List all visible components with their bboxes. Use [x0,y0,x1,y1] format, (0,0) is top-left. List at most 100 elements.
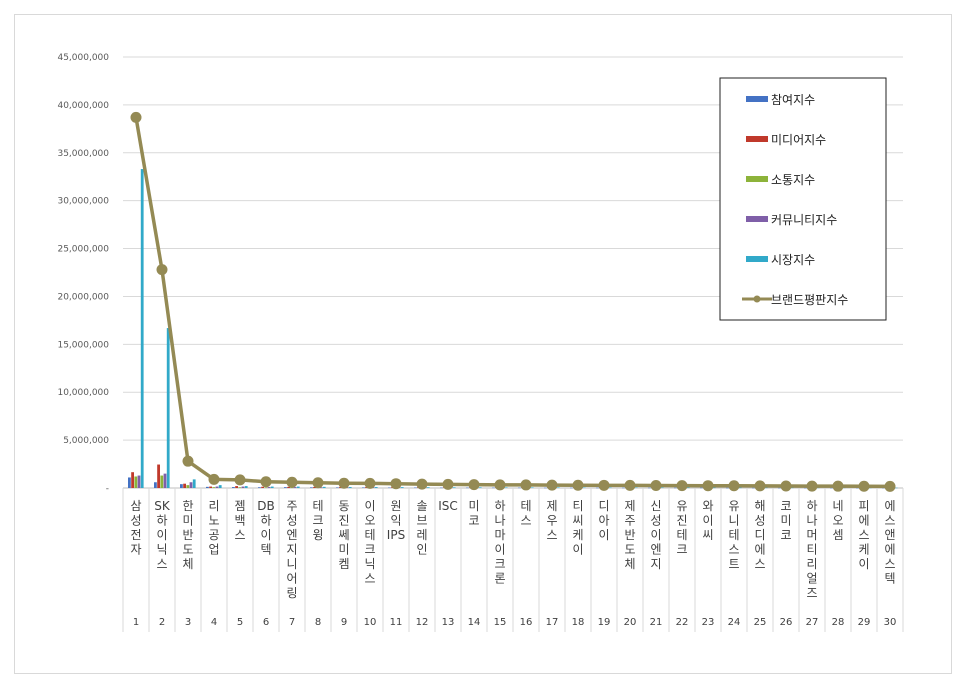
bar-참여지수 [570,487,573,489]
bar-시장지수 [452,487,456,488]
x-axis: 삼 성 전 자 1 SK 하 이 닉 스 2 한 미 반 도 체 3 리 노 공 업 4 젬 백 스 5 DB 하 이 텍 6 주 성 엔 지 니 어 링… [122,488,904,632]
x-rank-label: 14 [468,617,481,628]
x-rank-label: 11 [390,617,403,628]
bar-참여지수 [414,487,417,489]
x-rank-label: 19 [598,617,611,628]
x-rank-label: 18 [572,617,585,628]
bar-시장지수 [764,487,768,489]
bar-시장지수 [608,487,612,489]
bar-커뮤니티지수 [163,473,167,488]
x-rank-label: 8 [315,617,321,628]
line-point [884,480,896,492]
x-rank-label: 9 [341,617,347,628]
x-rank-label: 24 [728,617,741,628]
line-point [858,480,870,492]
line-point [130,111,142,123]
bar-시장지수 [712,487,716,489]
line-point [156,264,168,276]
y-tick-label: 10,000,000 [57,388,109,398]
chart-svg: - 5,000,000 10,000,000 15,000,000 20,000,000… [57,53,904,632]
line-point [702,480,714,492]
brand-reputation-line [130,111,896,492]
bar-시장지수 [894,487,898,489]
legend-swatch [746,136,768,142]
y-tick-label: 25,000,000 [57,245,109,255]
bar-소통지수 [264,487,268,488]
bar-시장지수 [296,486,300,488]
bar-참여지수 [206,486,209,488]
x-rank-label: 2 [159,617,165,628]
legend-label: 브랜드평판지수 [771,293,848,307]
y-tick-label: 30,000,000 [57,197,109,207]
bar-커뮤니티지수 [189,482,193,488]
bar-시장지수 [686,487,690,489]
x-rank-label: 12 [416,617,429,628]
y-tick-label: 45,000,000 [57,53,109,63]
bar-시장지수 [322,486,326,488]
bar-미디어지수 [235,486,238,488]
x-rank-label: 27 [806,617,819,628]
x-rank-label: 4 [211,617,217,628]
x-category-label: DB 하 이 텍 [257,499,274,557]
line-point [676,480,688,492]
bar-참여지수 [154,482,157,488]
line-point [754,480,766,492]
x-rank-label: 28 [832,617,845,628]
bar-참여지수 [388,487,391,489]
line-point [780,480,792,492]
x-rank-label: 21 [650,617,663,628]
bar-시장지수 [478,487,482,488]
bar-참여지수 [128,477,131,488]
x-rank-label: 1 [133,617,139,628]
bar-시장지수 [582,487,586,489]
x-rank-label: 15 [494,617,507,628]
bar-소통지수 [238,487,242,488]
bar-참여지수 [622,487,625,489]
bar-커뮤니티지수 [215,486,219,488]
bar-커뮤니티지수 [267,487,271,488]
x-rank-label: 16 [520,617,533,628]
line-point [468,479,480,491]
bar-커뮤니티지수 [137,475,141,488]
bar-시장지수 [790,487,794,489]
line-point [650,480,662,492]
legend-box [719,77,887,321]
bar-참여지수 [726,487,729,489]
line-point [546,479,558,491]
legend-label: 참여지수 [771,93,815,107]
line-point [442,478,454,490]
y-tick-label: 40,000,000 [57,101,109,111]
bar-미디어지수 [157,464,160,488]
bar-시장지수 [374,487,378,488]
line-point [364,477,376,489]
bar-시장지수 [218,485,222,488]
bar-참여지수 [440,487,443,489]
bar-미디어지수 [131,472,134,488]
line-point [728,480,740,492]
bar-참여지수 [180,484,183,488]
x-rank-label: 3 [185,617,191,628]
bar-시장지수 [166,328,170,488]
bar-시장지수 [504,487,508,488]
bar-시장지수 [634,487,638,489]
bar-참여지수 [804,487,807,489]
x-rank-label: 5 [237,617,243,628]
bar-참여지수 [830,487,833,489]
bar-미디어지수 [261,486,264,488]
x-rank-label: 17 [546,617,559,628]
bar-참여지수 [648,487,651,489]
